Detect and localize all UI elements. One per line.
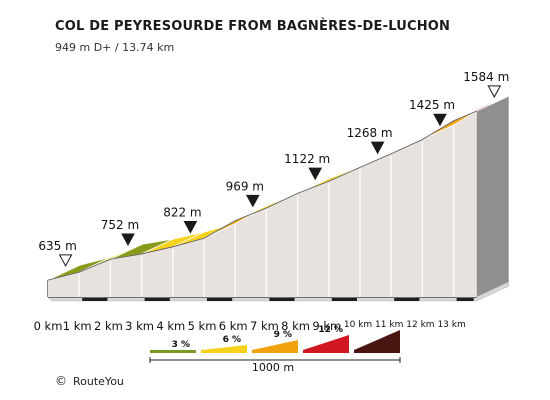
x-tick-label: 1 km	[63, 319, 92, 333]
base-distance-bar	[144, 298, 170, 301]
base-distance-bar	[269, 298, 295, 301]
profile-top-surface	[47, 95, 509, 281]
copyright-icon: ©	[55, 374, 67, 388]
credit-text[interactable]: RouteYou	[73, 375, 124, 388]
endpoint-marker-icon	[58, 254, 73, 267]
x-tick-label: 4 km	[156, 319, 185, 333]
base-distance-bar	[456, 298, 474, 301]
x-tick-label: 11 km	[375, 320, 403, 330]
x-tick-label: 2 km	[94, 319, 123, 333]
x-tick-label: 0 km	[34, 319, 63, 333]
legend-swatch	[252, 340, 298, 353]
elevation-label: 635 m	[38, 239, 76, 253]
profile-front-face	[48, 111, 477, 297]
elevation-label: 1425 m	[409, 98, 455, 112]
x-tick-label: 12 km	[406, 320, 434, 330]
x-tick-label: 9 km	[312, 319, 341, 333]
x-tick-label: 3 km	[125, 319, 154, 333]
x-tick-label: 8 km	[281, 319, 310, 333]
legend-swatch	[354, 330, 400, 353]
legend-label: 9 %	[274, 330, 292, 340]
elevation-annotations: 635 m 752 m 822 m 969 m 1122 m 1268 m 1425 m 15…	[38, 70, 509, 267]
x-tick-label: 7 km	[250, 319, 279, 333]
profile-front-area	[48, 111, 477, 297]
endpoint-marker-icon	[487, 85, 502, 98]
gradient-legend: 3 % 6 % 9 % 12 % 1000 m	[149, 325, 401, 374]
x-tick-label: 5 km	[188, 319, 217, 333]
base-distance-bar	[207, 298, 233, 301]
x-tick-label: 13 km	[437, 320, 465, 330]
elevation-marker-icon	[245, 194, 260, 208]
base-distance-bar	[82, 298, 108, 301]
profile-front-edge	[47, 110, 477, 281]
elevation-marker-icon	[433, 113, 447, 127]
x-tick-label: 6 km	[219, 319, 248, 333]
chart-subtitle: 949 m D+ / 13.74 km	[55, 41, 175, 54]
elevation-marker-icon	[370, 141, 385, 155]
legend-label: 12 %	[318, 325, 343, 335]
legend-label: 3 %	[172, 340, 190, 350]
elevation-label: 1122 m	[284, 152, 330, 166]
elevation-label: 969 m	[226, 179, 264, 193]
elevation-label: 1584 m	[463, 70, 509, 84]
legend-swatch	[201, 345, 247, 353]
chart-title: COL DE PEYRESOURDE FROM BAGNÈRES-DE-LUCH…	[55, 19, 451, 34]
elevation-marker-icon	[183, 221, 198, 234]
base-distance-bar	[331, 298, 357, 301]
credit-line: © RouteYou	[55, 374, 124, 388]
elevation-marker-icon	[121, 233, 135, 247]
scale-bar-label: 1000 m	[252, 361, 294, 374]
x-axis-ticks: 0 km 1 km 2 km 3 km 4 km 5 km 6 km 7 km 8 km 9 km…	[34, 319, 466, 333]
elevation-label: 822 m	[163, 206, 201, 220]
elevation-label: 1268 m	[347, 126, 393, 140]
elevation-marker-icon	[308, 167, 323, 181]
profile-right-wall	[476, 96, 509, 297]
legend-label: 6 %	[223, 335, 241, 345]
legend-swatch	[150, 350, 196, 353]
elevation-label: 752 m	[101, 218, 139, 232]
base-distance-bar	[394, 298, 420, 301]
x-tick-label: 10 km	[344, 320, 372, 330]
legend-swatch	[303, 335, 349, 353]
